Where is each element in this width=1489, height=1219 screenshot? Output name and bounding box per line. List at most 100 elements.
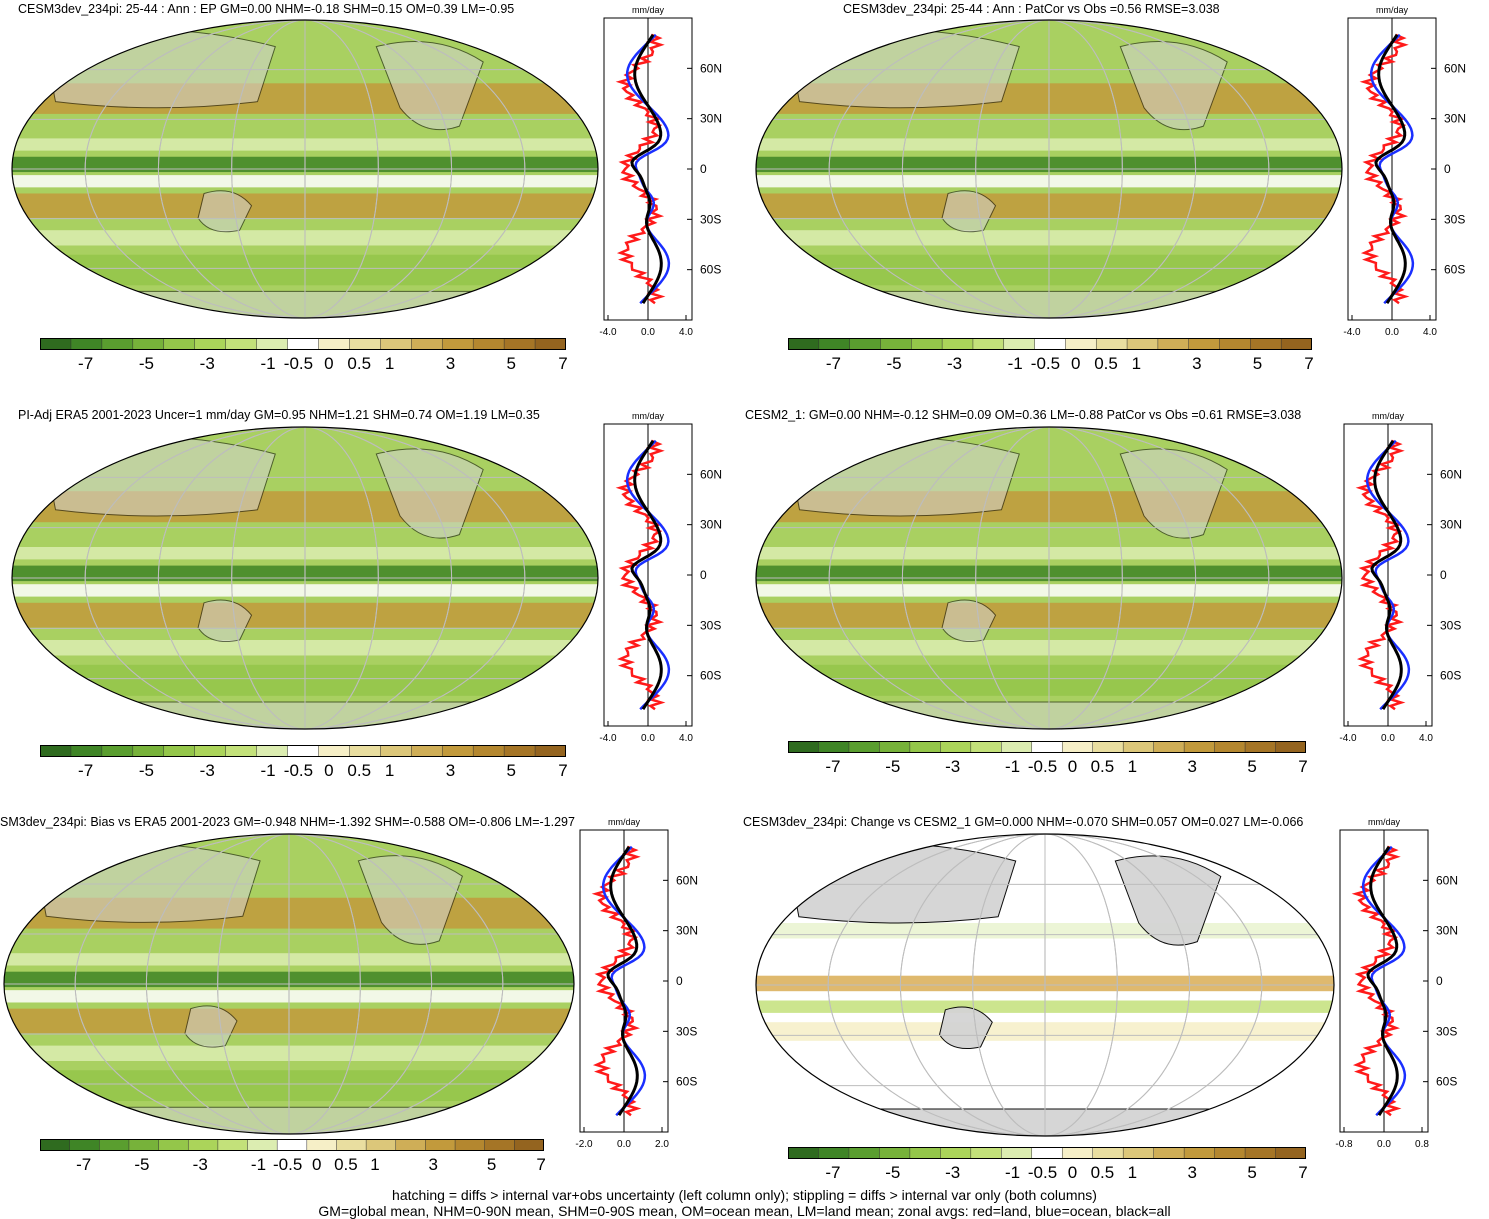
colorbar-swatch bbox=[1092, 1147, 1124, 1159]
land-outline bbox=[1114, 855, 1222, 946]
colorbar-swatch bbox=[349, 338, 382, 350]
colorbar-swatch bbox=[1122, 1147, 1155, 1159]
colorbar-swatch bbox=[940, 741, 972, 753]
colorbar-swatch bbox=[879, 1147, 911, 1159]
colorbar-label: 3 bbox=[1187, 757, 1197, 776]
lat-tick-label: 60N bbox=[700, 467, 722, 481]
colorbar-label: -0.5 bbox=[272, 1155, 303, 1174]
colorbar-swatch bbox=[1183, 1147, 1216, 1159]
x-tick-label: 4.0 bbox=[679, 327, 693, 338]
colorbar-label: 5 bbox=[1247, 757, 1257, 776]
panel-4-title: CESM2_1: GM=0.00 NHM=-0.12 SHM=0.09 OM=0… bbox=[745, 408, 1302, 422]
colorbar-label: -1 bbox=[1005, 1163, 1021, 1182]
panel-5-zonal-plot: mm/day 60N 30N 0 30S 60S -2.0 0.0 2.0 bbox=[575, 817, 698, 1150]
colorbar-swatch bbox=[788, 338, 820, 350]
x-tick-label: -4.0 bbox=[599, 327, 617, 338]
colorbar-swatch bbox=[187, 1139, 219, 1151]
colorbar-label: 0.5 bbox=[347, 761, 372, 780]
map-border bbox=[3, 833, 575, 1135]
longitude-line bbox=[901, 20, 1197, 318]
colorbar-swatch bbox=[1214, 741, 1246, 753]
colorbar-label: -5 bbox=[886, 354, 902, 373]
longitude-line bbox=[828, 427, 1270, 729]
colorbar-swatch bbox=[848, 741, 881, 753]
colorbar-swatch bbox=[217, 1139, 249, 1151]
panel-3-colorbar bbox=[40, 745, 566, 757]
zonal-unit-label: mm/day bbox=[608, 817, 641, 827]
panel-1-title: CESM3dev_234pi: 25-44 : Ann : EP GM=0.00… bbox=[18, 2, 515, 16]
colorbar-label: -7 bbox=[825, 1163, 841, 1182]
colorbar-swatch bbox=[318, 745, 351, 757]
longitude-line bbox=[84, 427, 526, 729]
lat-tick-label: 30N bbox=[700, 518, 722, 532]
lat-tick-label: 30S bbox=[676, 1024, 697, 1038]
colorbar-label: -5 bbox=[885, 757, 901, 776]
colorbar-label: 3 bbox=[428, 1155, 439, 1174]
colorbar-swatch bbox=[1153, 741, 1185, 753]
colorbar-swatch bbox=[365, 1139, 397, 1151]
panel-6-colorbar-labels: -7 -5 -3 -1 -0.5 0 0.5 1 3 5 7 bbox=[788, 1163, 1307, 1185]
colorbar-swatch bbox=[970, 741, 1003, 753]
lat-tick-label: 30N bbox=[676, 924, 698, 938]
lat-tick-label: 30N bbox=[700, 112, 722, 126]
longitude-line bbox=[828, 20, 1270, 318]
x-tick-label: 4.0 bbox=[1423, 327, 1437, 338]
panel-6-map bbox=[755, 833, 1335, 1137]
x-tick-label: -4.0 bbox=[1339, 733, 1357, 744]
colorbar-label: -7 bbox=[825, 354, 841, 373]
colorbar-swatch bbox=[1031, 741, 1063, 753]
colorbar-label: 0 bbox=[324, 761, 334, 780]
colorbar-label: -5 bbox=[134, 1155, 150, 1174]
colorbar-swatch bbox=[194, 745, 227, 757]
lat-tick-label: 60N bbox=[1444, 61, 1466, 75]
colorbar-swatch bbox=[454, 1139, 486, 1151]
colorbar-swatch bbox=[256, 745, 289, 757]
x-tick-label: 0.0 bbox=[641, 733, 655, 744]
colorbar-label: -7 bbox=[78, 761, 94, 780]
colorbar-label: -1 bbox=[1005, 757, 1021, 776]
zonal-curve-all bbox=[1366, 845, 1399, 1117]
lat-tick-label: 60N bbox=[1440, 467, 1462, 481]
colorbar-label: 0 bbox=[1071, 354, 1081, 373]
colorbar-swatch bbox=[349, 745, 382, 757]
lat-tick-label: 60N bbox=[700, 61, 722, 75]
longitude-line bbox=[217, 834, 361, 1134]
x-tick-label: -0.8 bbox=[1335, 1139, 1353, 1150]
colorbar-swatch bbox=[1244, 1147, 1277, 1159]
colorbar-swatch bbox=[849, 338, 882, 350]
x-tick-label: 4.0 bbox=[1419, 733, 1433, 744]
colorbar-swatch bbox=[411, 338, 443, 350]
panel-5-colorbar bbox=[40, 1139, 544, 1151]
panel-4-colorbar bbox=[788, 741, 1306, 753]
colorbar-swatch bbox=[1188, 338, 1221, 350]
colorbar-swatch bbox=[818, 1147, 850, 1159]
land-outline bbox=[375, 448, 484, 539]
x-tick-label: -2.0 bbox=[575, 1139, 593, 1150]
colorbar-swatch bbox=[411, 745, 443, 757]
colorbar-label: 3 bbox=[1187, 1163, 1197, 1182]
zonal-unit-label: mm/day bbox=[632, 411, 665, 421]
panel-2-colorbar bbox=[788, 338, 1312, 350]
colorbar-label: 0.5 bbox=[347, 354, 372, 373]
colorbar-label: -1 bbox=[250, 1155, 267, 1174]
x-tick-label: 0.0 bbox=[1385, 327, 1399, 338]
panel-2-map bbox=[755, 19, 1343, 319]
panel-6-zonal-plot: mm/day 60N 30N 0 30S 60S -0.8 0.0 0.8 bbox=[1335, 817, 1458, 1150]
colorbar-label: -7 bbox=[76, 1155, 92, 1174]
colorbar-swatch bbox=[225, 338, 258, 350]
longitude-line bbox=[975, 20, 1123, 318]
colorbar-swatch bbox=[225, 745, 258, 757]
colorbar-swatch bbox=[1244, 741, 1277, 753]
colorbar-label: 7 bbox=[558, 761, 568, 780]
colorbar-label: 5 bbox=[506, 354, 516, 373]
panel-2-zonal-plot: mm/day 60N 30N 0 30S 60S -4.0 0.0 4.0 bbox=[1343, 5, 1466, 338]
lat-tick-label: 30S bbox=[700, 212, 721, 226]
colorbar-frame bbox=[788, 1147, 1306, 1159]
lat-tick-label: 60S bbox=[700, 263, 721, 277]
colorbar-swatch bbox=[158, 1139, 189, 1151]
lat-tick-label: 30S bbox=[1440, 618, 1461, 632]
colorbar-frame bbox=[40, 1139, 544, 1151]
panel-6-title: CESM3dev_234pi: Change vs CESM2_1 GM=0.0… bbox=[743, 815, 1304, 829]
colorbar-swatch bbox=[70, 745, 103, 757]
colorbar-label: -0.5 bbox=[1027, 757, 1058, 776]
